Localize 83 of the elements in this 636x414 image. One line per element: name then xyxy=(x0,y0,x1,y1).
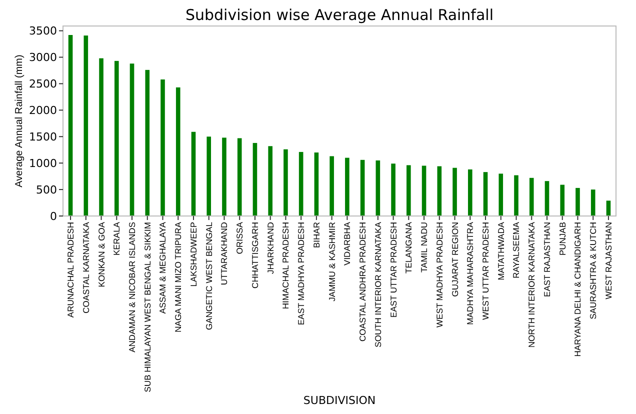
bar xyxy=(206,136,212,216)
x-tick-label: CHHATTISGARH xyxy=(250,222,260,288)
x-tick-label: TAMIL NADU xyxy=(419,222,430,273)
bar xyxy=(284,149,288,216)
x-tick-label: LAKSHADWEEP xyxy=(188,222,198,287)
bar xyxy=(360,160,365,216)
bar xyxy=(191,132,196,216)
bar xyxy=(391,164,396,216)
x-tick-label: BIHAR xyxy=(311,222,322,248)
bar xyxy=(452,168,457,216)
x-tick-label: ARUNACHAL PRADESH xyxy=(66,222,76,318)
bar xyxy=(68,34,73,216)
x-tick-label: COASTAL ANDHRA PRADESH xyxy=(358,222,368,342)
x-tick-label: GUJARAT REGION xyxy=(450,222,460,297)
x-tick-label: HARYANA DELHI & CHANDIGARH xyxy=(572,222,583,357)
bar xyxy=(345,158,350,216)
x-tick-label: SUB HIMALAYAN WEST BENGAL & SIKKIM xyxy=(142,222,152,392)
y-axis-title: Average Annual Rainfall (mm) xyxy=(14,54,25,188)
bar xyxy=(298,152,304,216)
x-tick-label: WEST MADHYA PRADESH xyxy=(434,222,444,328)
bar xyxy=(99,58,104,216)
bar xyxy=(437,166,442,216)
x-tick-label: KERALA xyxy=(112,222,122,256)
x-tick-label: JHARKHAND xyxy=(265,222,276,274)
bar xyxy=(590,190,596,216)
bar xyxy=(252,142,258,216)
bar xyxy=(330,156,334,216)
bar xyxy=(376,160,380,216)
bar xyxy=(176,87,180,216)
x-tick-label: COASTAL KARNATAKA xyxy=(80,222,91,314)
y-tick-label: 3000 xyxy=(29,51,57,64)
x-tick-label: WEST RAJASTHAN xyxy=(603,222,614,300)
y-tick-label: 1000 xyxy=(29,156,57,170)
x-tick-label: TELANGANA xyxy=(404,222,414,274)
x-tick-label: JAMMU & KASHMIR xyxy=(326,222,337,302)
x-tick-label: ANDAMAN & NICOBAR ISLANDS xyxy=(126,222,137,352)
x-tick-label: EAST MADHYA PRADESH xyxy=(296,222,306,326)
bar xyxy=(468,169,472,216)
x-tick-label: SAURASHTRA & KUTCH xyxy=(588,222,598,320)
bar xyxy=(422,166,426,216)
bar xyxy=(529,178,534,216)
bar xyxy=(576,188,580,216)
x-tick-label: EAST UTTAR PRADESH xyxy=(388,222,398,318)
x-tick-label: SOUTH INTERIOR KARNATAKA xyxy=(372,222,383,348)
y-tick-label: 2000 xyxy=(29,104,57,117)
y-tick-label: 0 xyxy=(50,210,57,223)
y-tick-label: 500 xyxy=(36,183,57,196)
x-tick-label: HIMACHAL PRADESH xyxy=(280,222,291,310)
bar xyxy=(560,184,565,216)
x-tick-label: VIDARBHA xyxy=(342,222,352,266)
x-tick-label: MADHYA MAHARASHTRA xyxy=(465,222,476,325)
x-tick-label: NORTH INTERIOR KARNATAKA xyxy=(526,222,537,348)
bar xyxy=(84,36,88,216)
y-tick-label: 3500 xyxy=(29,24,57,38)
x-axis-title: SUBDIVISION xyxy=(303,394,376,407)
bar xyxy=(606,200,611,216)
bar xyxy=(514,175,518,216)
bar xyxy=(314,152,319,216)
x-tick-label: NAGA MANI MIZO TRIPURA xyxy=(173,222,184,332)
x-tick-label: EAST RAJASTHAN xyxy=(542,222,552,297)
bar xyxy=(145,70,150,216)
x-tick-label: ORISSA xyxy=(234,222,245,254)
x-tick-label: UTTARAKHAND xyxy=(219,222,230,286)
bar xyxy=(130,64,134,216)
bar xyxy=(268,146,272,216)
x-tick-label: KONKAN & GOA xyxy=(96,222,106,288)
bar xyxy=(114,60,119,216)
bar xyxy=(222,138,226,216)
x-tick-label: ASSAM & MEGHALAYA xyxy=(158,222,168,314)
x-tick-label: GANGETIC WEST BENGAL xyxy=(204,222,214,330)
y-tick-label: 2500 xyxy=(29,78,57,91)
bar xyxy=(483,172,488,216)
bar xyxy=(237,138,242,216)
chart-title: Subdivision wise Average Annual Rainfall xyxy=(185,6,494,24)
bar xyxy=(498,174,504,216)
x-tick-label: MATATHWADA xyxy=(496,222,506,280)
y-tick-label: 1500 xyxy=(29,130,57,144)
bar xyxy=(406,165,411,216)
bar xyxy=(544,181,550,216)
x-tick-label: RAYALSEEMA xyxy=(511,222,522,278)
x-tick-label: WEST UTTAR PRADESH xyxy=(480,222,490,320)
bar xyxy=(160,79,165,216)
x-tick-label: PUNJAB xyxy=(557,222,568,256)
